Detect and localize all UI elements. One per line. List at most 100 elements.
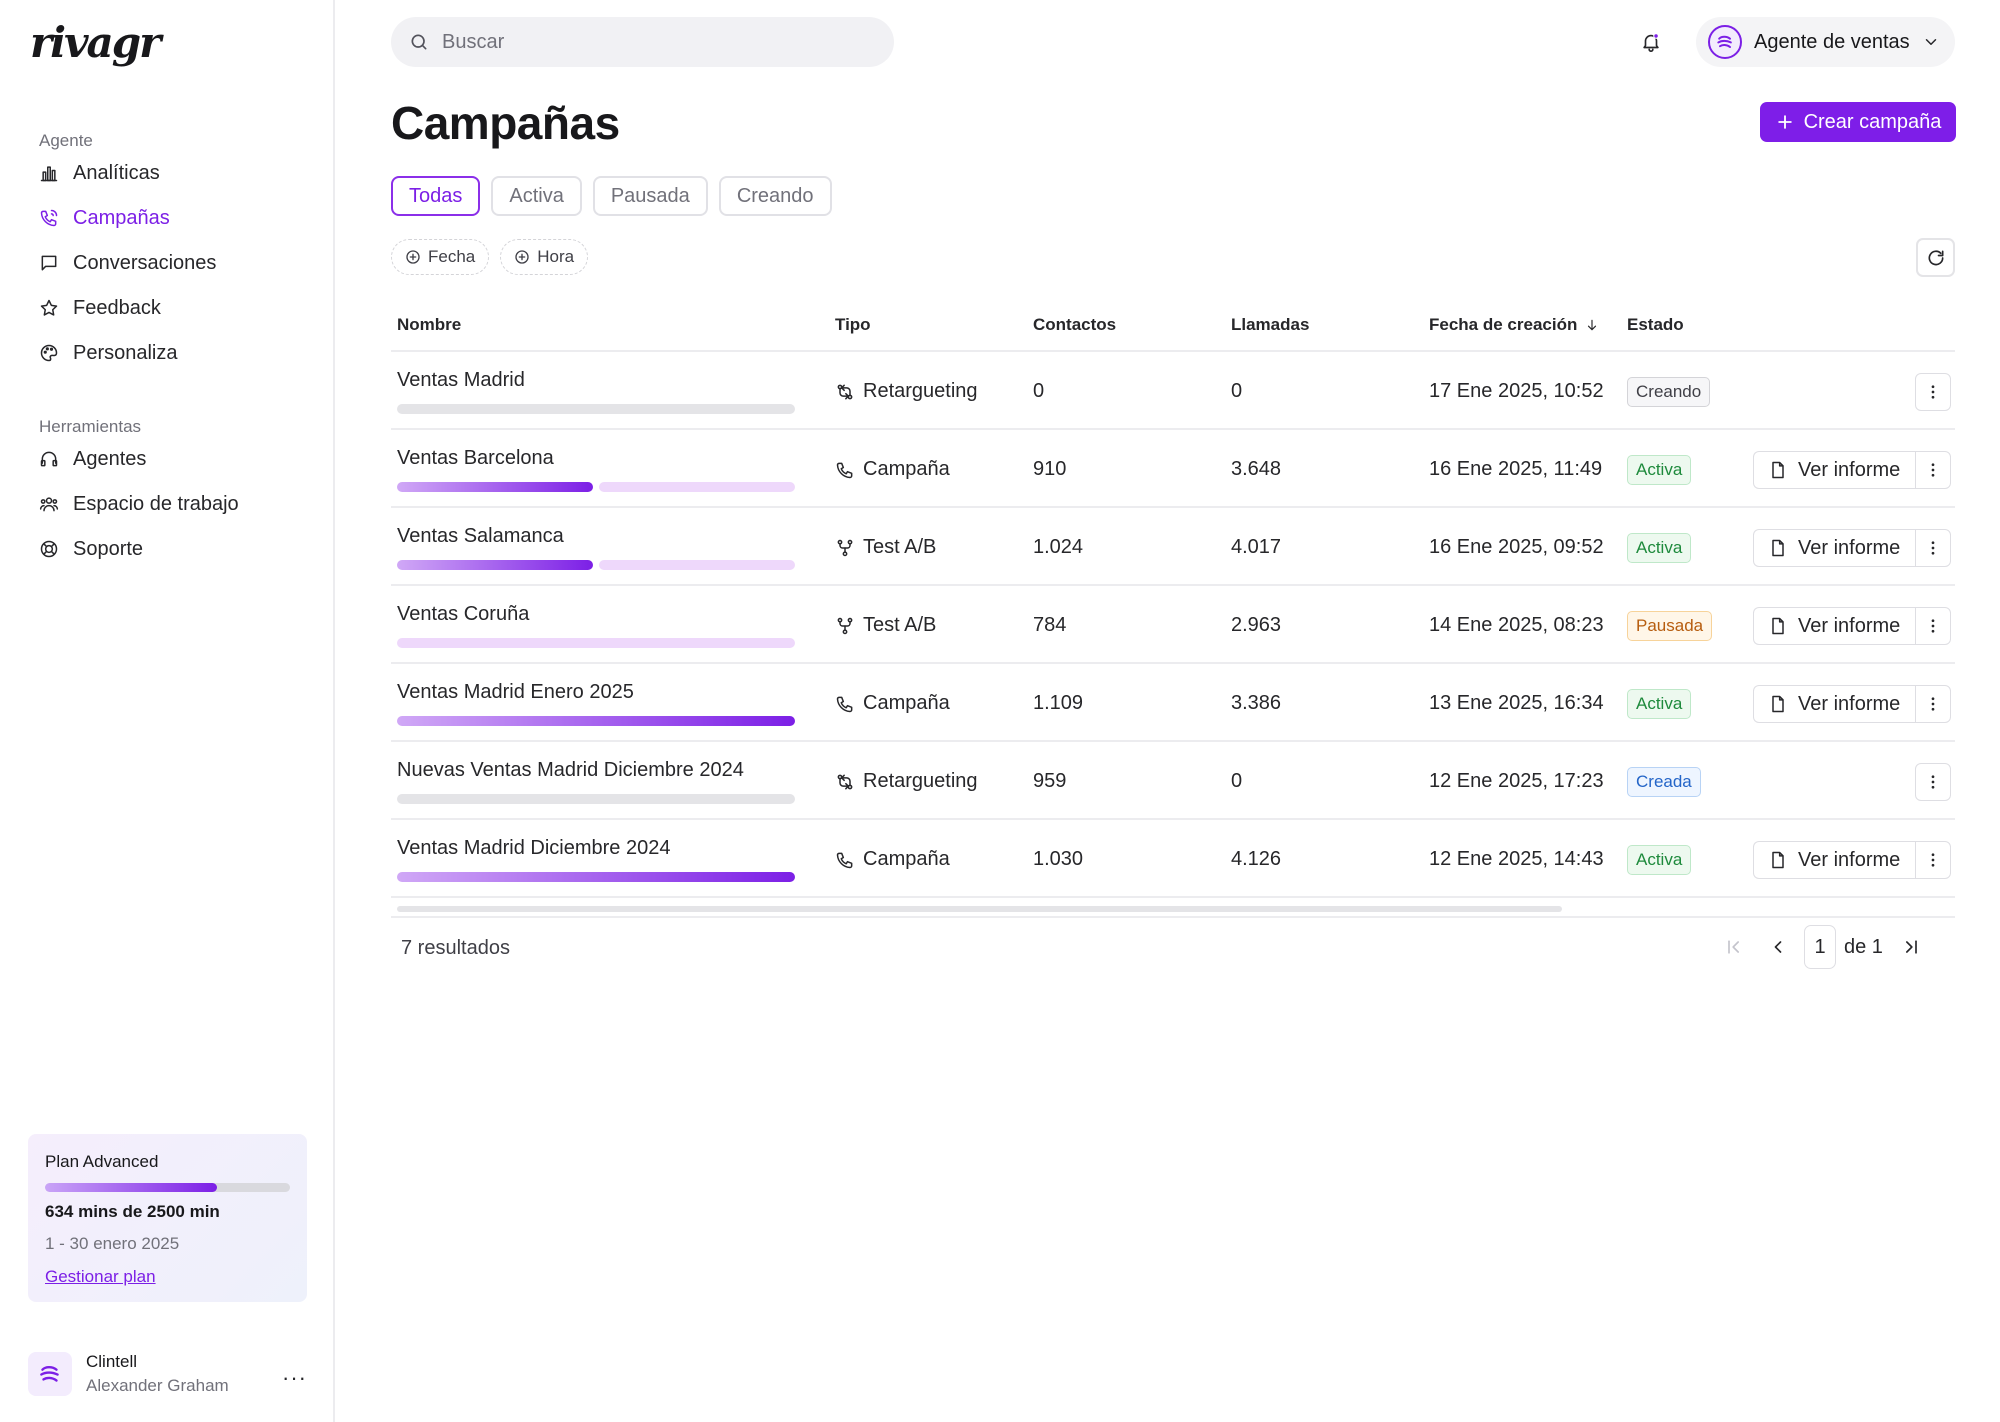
- column-header-status[interactable]: Estado: [1627, 315, 1684, 334]
- row-more-button[interactable]: [1915, 607, 1951, 645]
- column-header-calls[interactable]: Llamadas: [1231, 315, 1310, 334]
- filter-fecha[interactable]: Fecha: [391, 239, 490, 275]
- column-header-type[interactable]: Tipo: [835, 315, 871, 334]
- sidebar-item-campanas[interactable]: Campañas: [39, 202, 170, 234]
- sidebar-item-label: Analíticas: [73, 161, 160, 184]
- file-icon: [1772, 461, 1784, 479]
- campaign-name[interactable]: Ventas Barcelona: [397, 447, 554, 469]
- row-more-button[interactable]: [1915, 685, 1951, 723]
- previous-page-icon[interactable]: [1756, 925, 1800, 969]
- created-date: 17 Ene 2025, 10:52: [1429, 380, 1604, 402]
- table-row[interactable]: Ventas Salamanca Test A/B 1.024 4.017 16 Ene…: [391, 508, 1955, 586]
- row-more-button[interactable]: [1915, 529, 1951, 567]
- view-report-label: Ver informe: [1798, 614, 1901, 637]
- more-vertical-icon: [1931, 697, 1935, 711]
- headphones-icon: [40, 451, 58, 467]
- campaign-name[interactable]: Ventas Coruña: [397, 603, 530, 625]
- page-number-input[interactable]: 1: [1804, 925, 1836, 969]
- campaign-progress-bar: [397, 716, 795, 726]
- refresh-button[interactable]: [1916, 238, 1955, 277]
- filter-label: Fecha: [428, 247, 476, 266]
- table-row[interactable]: Ventas Barcelona Campaña 910 3.648 16 Ene 20…: [391, 430, 1955, 508]
- horizontal-scrollbar[interactable]: [397, 906, 1562, 912]
- created-date: 13 Ene 2025, 16:34: [1429, 692, 1604, 714]
- search-bar[interactable]: [391, 17, 894, 67]
- file-icon: [1772, 695, 1784, 713]
- phone-icon: [836, 852, 853, 868]
- progress-segment: [599, 482, 795, 492]
- sidebar-item-personaliza[interactable]: Personaliza: [39, 337, 178, 369]
- view-report-button[interactable]: Ver informe: [1753, 841, 1915, 879]
- row-more-button[interactable]: [1915, 841, 1951, 879]
- tab-activa[interactable]: Activa: [491, 176, 582, 216]
- agent-selector[interactable]: Agente de ventas: [1696, 17, 1955, 67]
- plan-title: Plan Advanced: [45, 1152, 159, 1171]
- campaign-name[interactable]: Ventas Madrid: [397, 369, 525, 391]
- plan-card: Plan Advanced 634 mins de 2500 min 1 - 3…: [28, 1134, 307, 1302]
- user-profile[interactable]: Clintell Alexander Graham: [28, 1352, 229, 1396]
- view-report-button[interactable]: Ver informe: [1753, 607, 1915, 645]
- file-icon: [1772, 617, 1784, 635]
- table-row[interactable]: Ventas Coruña Test A/B 784 2.963 14 Ene 2025…: [391, 586, 1955, 664]
- sidebar-item-conversaciones[interactable]: Conversaciones: [39, 247, 216, 279]
- table-row[interactable]: Ventas Madrid Retargueting 0 0 17 Ene 2025, …: [391, 352, 1955, 430]
- last-page-icon[interactable]: [1889, 925, 1933, 969]
- campaign-type-label: Campaña: [863, 458, 950, 480]
- sidebar-item-espacio-trabajo[interactable]: Espacio de trabajo: [39, 488, 239, 520]
- brand-mark-icon: [1717, 35, 1732, 48]
- sidebar-item-soporte[interactable]: Soporte: [39, 533, 143, 565]
- calls-count: 0: [1231, 380, 1243, 402]
- filter-hora[interactable]: Hora: [500, 239, 589, 275]
- calls-count: 4.017: [1231, 536, 1282, 558]
- tab-creando[interactable]: Creando: [718, 176, 832, 216]
- table-row[interactable]: Nuevas Ventas Madrid Diciembre 2024 Retar…: [391, 742, 1955, 820]
- notification-bell-icon[interactable]: [1640, 30, 1662, 54]
- view-report-button[interactable]: Ver informe: [1753, 529, 1915, 567]
- view-report-button[interactable]: Ver informe: [1753, 451, 1915, 489]
- brand-logo[interactable]: rivagr: [30, 18, 161, 67]
- progress-segment: [397, 794, 795, 804]
- manage-plan-link[interactable]: Gestionar plan: [45, 1267, 156, 1286]
- campaign-name[interactable]: Ventas Salamanca: [397, 525, 564, 547]
- status-tabs: Todas Activa Pausada Creando: [391, 176, 832, 216]
- create-campaign-button[interactable]: Crear campaña: [1760, 102, 1956, 142]
- page-title: Campañas: [391, 97, 620, 149]
- campaign-type: Test A/B: [835, 614, 936, 637]
- tab-todas[interactable]: Todas: [391, 176, 481, 216]
- row-more-button[interactable]: [1915, 451, 1951, 489]
- calls-count: 2.963: [1231, 614, 1282, 636]
- campaign-name[interactable]: Ventas Madrid Diciembre 2024: [397, 837, 671, 859]
- first-page-icon[interactable]: [1712, 925, 1756, 969]
- calls-count: 3.648: [1231, 458, 1282, 480]
- sidebar-item-analiticas[interactable]: Analíticas: [39, 157, 160, 189]
- view-report-label: Ver informe: [1798, 692, 1901, 715]
- file-icon: [1772, 539, 1784, 557]
- table-row[interactable]: Ventas Madrid Diciembre 2024 Campaña 1.030…: [391, 820, 1955, 898]
- column-header-created[interactable]: Fecha de creación: [1429, 315, 1599, 335]
- view-report-button[interactable]: Ver informe: [1753, 685, 1915, 723]
- search-icon: [411, 34, 427, 50]
- table-header: Nombre Tipo Contactos Llamadas Fecha de …: [391, 302, 1955, 352]
- status-badge: Activa: [1627, 845, 1692, 875]
- row-more-button[interactable]: [1915, 373, 1951, 411]
- table-bottom-divider: [391, 916, 1955, 918]
- campaign-type-label: Test A/B: [863, 536, 937, 558]
- campaign-name[interactable]: Nuevas Ventas Madrid Diciembre 2024: [397, 759, 744, 781]
- row-more-button[interactable]: [1915, 763, 1951, 801]
- progress-segment: [397, 716, 795, 726]
- sidebar-item-agentes[interactable]: Agentes: [39, 443, 146, 475]
- column-header-contacts[interactable]: Contactos: [1033, 315, 1117, 334]
- sidebar-item-feedback[interactable]: Feedback: [39, 292, 161, 324]
- campaign-name[interactable]: Ventas Madrid Enero 2025: [397, 681, 634, 703]
- contacts-count: 910: [1033, 458, 1067, 480]
- created-date: 14 Ene 2025, 08:23: [1429, 614, 1604, 636]
- column-header-name[interactable]: Nombre: [397, 315, 462, 334]
- org-name: Clintell: [86, 1352, 138, 1371]
- view-report-label: Ver informe: [1798, 848, 1901, 871]
- campaign-type: Campaña: [835, 458, 950, 481]
- table-row[interactable]: Ventas Madrid Enero 2025 Campaña 1.109 3.38…: [391, 664, 1955, 742]
- view-report-label: Ver informe: [1798, 458, 1901, 481]
- search-input[interactable]: [442, 30, 862, 54]
- tab-pausada[interactable]: Pausada: [592, 176, 708, 216]
- user-menu-more-icon[interactable]: ···: [282, 1365, 307, 1390]
